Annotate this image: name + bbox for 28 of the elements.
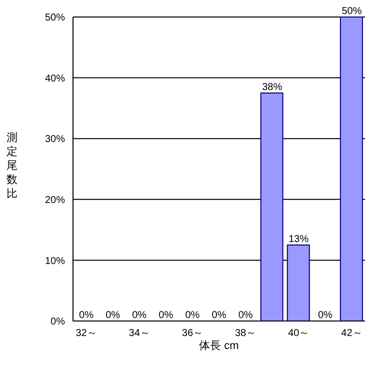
x-axis-title: 体長 cm [199, 340, 239, 352]
data-label: 13% [288, 234, 309, 245]
y-axis-title: 測定尾数比 [6, 132, 18, 200]
y-tick-label: 10% [44, 256, 66, 267]
data-label: 0% [132, 310, 147, 321]
x-tick-label: 42～ [341, 328, 362, 340]
data-label: 38% [262, 82, 282, 93]
x-tick-label: 36～ [182, 328, 204, 340]
y-tick-label: 0% [50, 316, 66, 328]
y-tick-label: 20% [44, 194, 66, 206]
data-label: 0% [106, 310, 120, 321]
bar [260, 92, 284, 322]
y-tick-label: 30% [44, 134, 66, 146]
y-tick-label: 40% [44, 73, 66, 84]
bar [340, 16, 363, 322]
x-tick-label: 34～ [128, 328, 150, 340]
bar [286, 244, 310, 322]
x-tick-label: 40～ [288, 328, 310, 340]
data-label: 0% [185, 310, 200, 321]
data-label: 0% [318, 310, 333, 321]
data-label: 50% [342, 6, 362, 17]
data-label: 0% [212, 310, 226, 321]
x-tick-label: 32～ [76, 328, 97, 340]
data-label: 0% [238, 310, 253, 321]
x-tick-label: 38～ [234, 328, 256, 340]
data-label: 0% [79, 310, 94, 321]
data-label: 0% [158, 310, 174, 321]
y-tick-label: 50% [44, 12, 66, 24]
